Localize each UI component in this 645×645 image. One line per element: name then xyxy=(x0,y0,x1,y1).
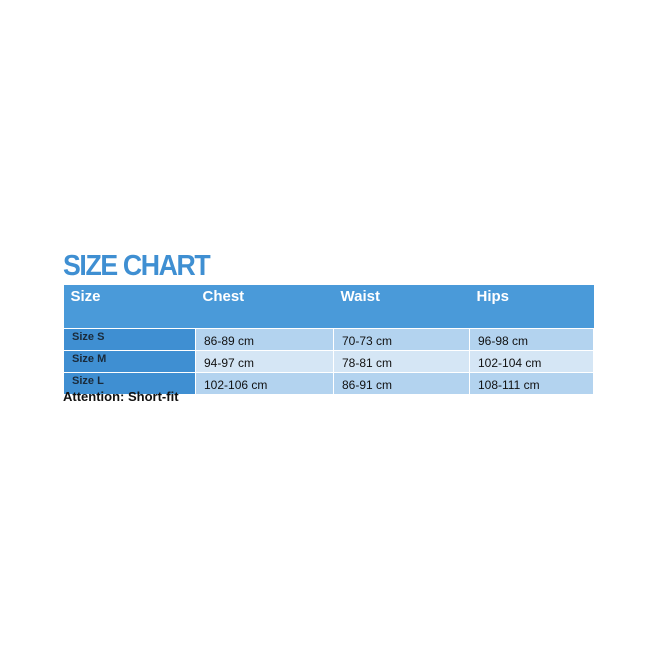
table-header: Size Chest Waist Hips xyxy=(63,285,594,329)
table-row: Size S 86-89 cm 70-73 cm 96-98 cm xyxy=(63,328,594,351)
header-hips: Hips xyxy=(469,285,594,329)
waist-cell: 78-81 cm xyxy=(333,350,470,373)
chest-cell: 94-97 cm xyxy=(195,350,334,373)
hips-cell: 108-111 cm xyxy=(469,372,594,395)
hips-cell: 102-104 cm xyxy=(469,350,594,373)
page-title: SIZE CHART xyxy=(63,250,211,282)
waist-cell: 70-73 cm xyxy=(333,328,470,351)
size-cell: Size M xyxy=(63,350,196,373)
header-size: Size xyxy=(63,285,196,329)
chest-cell: 102-106 cm xyxy=(195,372,334,395)
header-waist: Waist xyxy=(333,285,470,329)
size-cell: Size S xyxy=(63,328,196,351)
header-chest: Chest xyxy=(195,285,334,329)
attention-note: Attention: Short-fit xyxy=(63,389,179,404)
hips-cell: 96-98 cm xyxy=(469,328,594,351)
size-cell: Size L xyxy=(63,372,196,395)
table-row: Size L 102-106 cm 86-91 cm 108-111 cm xyxy=(63,372,594,395)
table-row: Size M 94-97 cm 78-81 cm 102-104 cm xyxy=(63,350,594,373)
chest-cell: 86-89 cm xyxy=(195,328,334,351)
waist-cell: 86-91 cm xyxy=(333,372,470,395)
size-table: Size Chest Waist Hips Size S 86-89 cm 70… xyxy=(63,285,594,395)
